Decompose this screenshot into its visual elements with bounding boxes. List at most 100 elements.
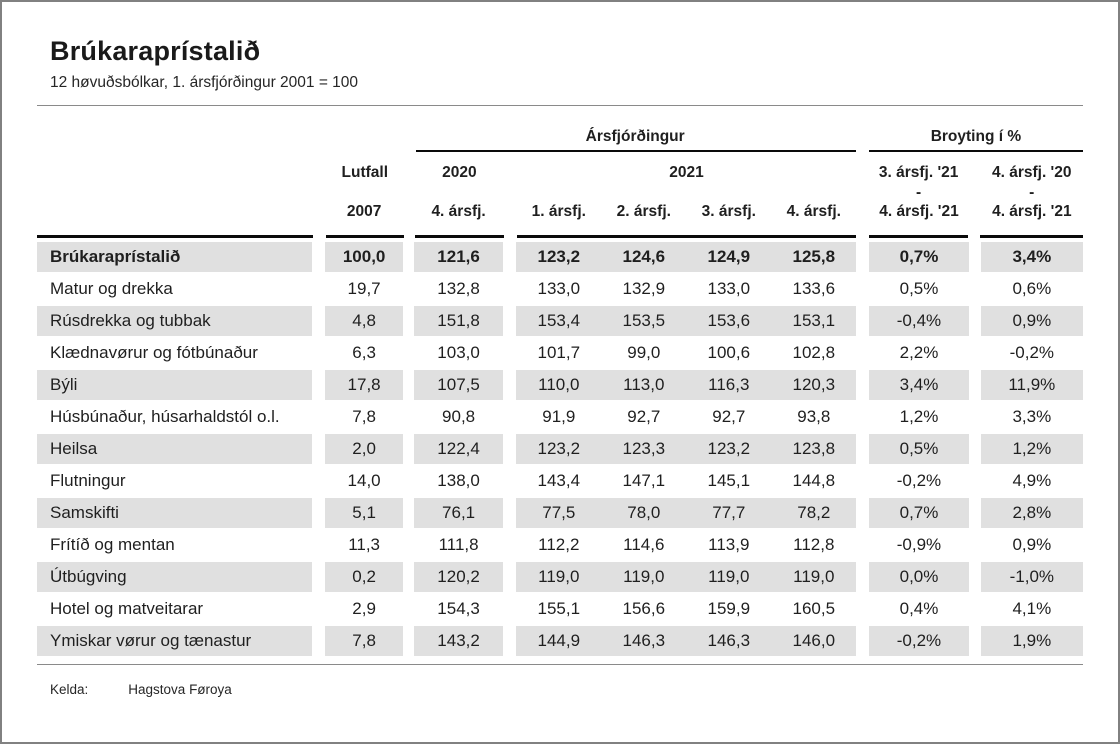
value-cell-change-quarter: -0,2% <box>869 626 969 656</box>
value-cell-weight: 2,0 <box>325 434 403 464</box>
value-cell-q4-2020: 90,8 <box>442 407 476 426</box>
value-cell-change-year: 1,9% <box>980 626 1084 656</box>
table-row: Heilsa 2,0 122,4 123,2 123,3 123,2 123,8… <box>37 434 1084 464</box>
value-cell-weight: 100,0 <box>325 242 403 272</box>
value-cell-change-year: -0,2% <box>1009 343 1055 362</box>
header-group-row: Ársfjórðingur Broyting í % <box>37 120 1083 146</box>
value-cell-change-quarter: 0,7% <box>869 498 969 528</box>
value-group-2021: 119,0 119,0 119,0 119,0 <box>516 562 857 592</box>
value-cell-q4-2020: 76,1 <box>413 498 504 528</box>
value-cell-change-year: 2,8% <box>980 498 1084 528</box>
value-cell-q3-2021: 77,7 <box>712 503 746 522</box>
table-row: Klædnavørur og fótbúnaður 6,3 103,0 101,… <box>37 338 1083 368</box>
header-year-2020: 2020 <box>442 164 477 181</box>
table-row: Útbúgving 0,2 120,2 119,0 119,0 119,0 11… <box>37 562 1084 592</box>
value-cell-q4-2021: 119,0 <box>793 567 835 586</box>
value-cell-q4-2020: 138,0 <box>437 471 480 490</box>
value-cell-q4-2021: 153,1 <box>792 311 836 330</box>
value-cell-change-quarter: 0,4% <box>899 599 939 618</box>
row-label: Útbúgving <box>37 562 313 592</box>
value-cell-change-quarter: 0,5% <box>899 279 939 298</box>
page-title: Brúkaraprístalið <box>50 36 261 66</box>
value-cell-q4-2020: 143,2 <box>413 626 504 656</box>
value-cell-weight: 4,8 <box>325 306 403 336</box>
value-cell-weight: 5,1 <box>325 498 403 528</box>
value-cell-change-year: 3,4% <box>980 242 1084 272</box>
value-cell-change-quarter: 1,2% <box>899 407 939 426</box>
value-group-2021: 144,9 146,3 146,3 146,0 <box>516 626 857 656</box>
value-cell-q4-2021: 144,8 <box>792 471 836 490</box>
row-label: Klædnavørur og fótbúnaður <box>50 343 258 362</box>
table-row: Samskifti 5,1 76,1 77,5 78,0 77,7 78,2 0… <box>37 498 1084 528</box>
value-cell-q2-2021: 123,3 <box>622 439 666 458</box>
value-cell-q3-2021: 92,7 <box>712 407 746 426</box>
row-label: Brúkaraprístalið <box>37 242 313 272</box>
header-subcolumn-row: 2007 4. ársfj. 1. ársfj. 2. ársfj. 3. ár… <box>37 199 1083 225</box>
value-cell-change-quarter: 0,7% <box>869 242 969 272</box>
value-cell-q1-2021: 112,2 <box>538 535 580 554</box>
value-group-2021: 101,7 99,0 100,6 102,8 <box>516 338 856 368</box>
value-cell-q4-2021: 78,2 <box>797 503 831 522</box>
header-q4-2020: 4. ársfj. <box>431 203 486 220</box>
page-subtitle: 12 høvuðsbólkar, 1. ársfjórðingur 2001 =… <box>50 74 359 91</box>
value-cell-q2-2021: 119,0 <box>623 567 665 586</box>
value-cell-change-year: 11,9% <box>980 370 1084 400</box>
value-cell-q3-2021: 113,9 <box>708 535 750 554</box>
value-cell-change-year: 0,6% <box>1012 279 1052 298</box>
value-cell-q2-2021: 92,7 <box>627 407 661 426</box>
value-cell-q4-2021: 112,8 <box>793 535 835 554</box>
value-group-2021: 143,4 147,1 145,1 144,8 <box>516 466 856 496</box>
value-group-2021: 112,2 114,6 113,9 112,8 <box>516 530 856 560</box>
value-cell-change-year: 0,9% <box>1012 535 1052 554</box>
value-cell-q1-2021: 77,5 <box>542 503 576 522</box>
header-quarters-2021: 1. ársfj. 2. ársfj. 3. ársfj. 4. ársfj. <box>516 199 856 225</box>
value-cell-q1-2021: 153,4 <box>537 311 581 330</box>
row-label: Matur og drekka <box>50 279 173 298</box>
value-cell-change-year: 1,2% <box>980 434 1084 464</box>
value-group-2021: 91,9 92,7 92,7 93,8 <box>516 402 856 432</box>
value-cell-q2-2021: 78,0 <box>627 503 661 522</box>
value-cell-q2-2021: 114,6 <box>623 535 665 554</box>
value-cell-q2-2021: 147,1 <box>622 471 666 490</box>
header-weight-year: 2007 <box>346 203 382 220</box>
value-cell-q4-2021: 125,8 <box>792 247 836 266</box>
change-underline <box>869 150 1083 152</box>
value-cell-q3-2021: 159,9 <box>707 599 751 618</box>
header-dash-row: - - <box>37 183 1083 201</box>
value-cell-change-quarter: -0,9% <box>896 535 942 554</box>
column-group-quarters: Ársfjórðingur <box>585 128 685 145</box>
value-cell-weight: 11,3 <box>348 535 381 554</box>
table-body: Brúkaraprístalið 100,0 121,6 123,2 124,6… <box>37 242 1084 656</box>
value-cell-change-year: 4,9% <box>1012 471 1052 490</box>
source-note: Kelda: Hagstova Føroya <box>50 682 1083 697</box>
value-cell-change-quarter: 3,4% <box>869 370 969 400</box>
value-cell-weight: 14,0 <box>347 471 381 490</box>
value-cell-weight: 7,8 <box>352 407 376 426</box>
value-cell-change-quarter: 2,2% <box>899 343 939 362</box>
value-cell-q4-2021: 120,3 <box>792 375 836 394</box>
value-cell-q1-2021: 143,4 <box>537 471 581 490</box>
source-name: Hagstova Føroya <box>128 682 232 697</box>
header-year-row: Lutfall 2020 2021 3. ársfj. '21 4. ársfj… <box>37 160 1083 186</box>
table-row: Húsbúnaður, húsarhaldstól o.l. 7,8 90,8 … <box>37 402 1083 432</box>
value-cell-change-quarter: 0,5% <box>869 434 969 464</box>
header-change2-to: 4. ársfj. '21 <box>992 203 1072 220</box>
value-cell-q4-2020: 121,6 <box>413 242 504 272</box>
value-cell-change-quarter: 0,0% <box>869 562 969 592</box>
value-group-2021: 123,2 124,6 124,9 125,8 <box>516 242 857 272</box>
header-change1-dash: - <box>916 183 922 201</box>
row-label: Heilsa <box>37 434 313 464</box>
value-cell-q3-2021: 119,0 <box>708 567 750 586</box>
value-cell-q2-2021: 124,6 <box>622 247 666 266</box>
table-row: Frítíð og mentan 11,3 111,8 112,2 114,6 … <box>37 530 1083 560</box>
header-q4-2021: 4. ársfj. <box>786 203 841 220</box>
value-cell-q3-2021: 123,2 <box>707 439 751 458</box>
header-q1-2021: 1. ársfj. <box>531 203 586 220</box>
value-cell-change-quarter: -0,4% <box>869 306 969 336</box>
value-cell-q4-2020: 107,5 <box>413 370 504 400</box>
table-row: Matur og drekka 19,7 132,8 133,0 132,9 1… <box>37 274 1083 304</box>
value-cell-change-year: 3,3% <box>1012 407 1052 426</box>
value-cell-q3-2021: 153,6 <box>707 311 751 330</box>
table-row: Flutningur 14,0 138,0 143,4 147,1 145,1 … <box>37 466 1083 496</box>
